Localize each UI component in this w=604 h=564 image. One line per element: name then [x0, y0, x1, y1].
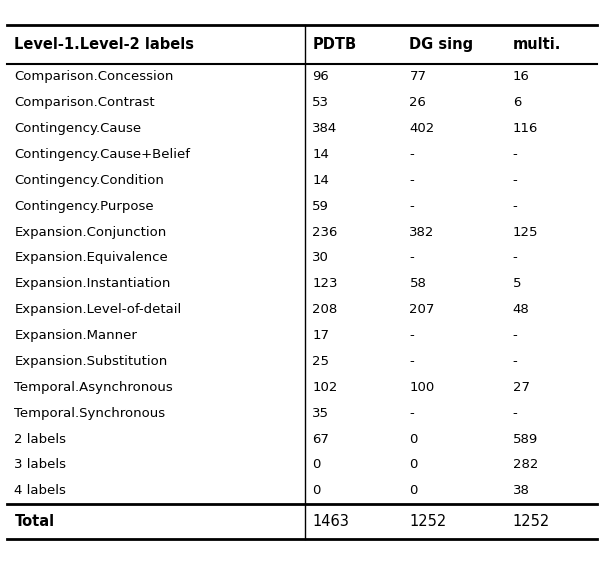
Text: DG sing: DG sing	[410, 37, 474, 52]
Text: 0: 0	[312, 459, 321, 472]
Text: Expansion.Conjunction: Expansion.Conjunction	[14, 226, 167, 239]
Text: multi.: multi.	[513, 37, 561, 52]
Text: 3 labels: 3 labels	[14, 459, 66, 472]
Text: 59: 59	[312, 200, 329, 213]
Text: Contingency.Cause: Contingency.Cause	[14, 122, 141, 135]
Text: -: -	[410, 407, 414, 420]
Text: 2 labels: 2 labels	[14, 433, 66, 446]
Text: Expansion.Level-of-detail: Expansion.Level-of-detail	[14, 303, 182, 316]
Text: Contingency.Purpose: Contingency.Purpose	[14, 200, 154, 213]
Text: 48: 48	[513, 303, 529, 316]
Text: 236: 236	[312, 226, 338, 239]
Text: -: -	[410, 329, 414, 342]
Text: -: -	[410, 355, 414, 368]
Text: 0: 0	[410, 433, 418, 446]
Text: 0: 0	[312, 484, 321, 497]
Text: 1252: 1252	[410, 514, 447, 528]
Text: 384: 384	[312, 122, 338, 135]
Text: 6: 6	[513, 96, 521, 109]
Text: -: -	[410, 252, 414, 265]
Text: 35: 35	[312, 407, 329, 420]
Text: 30: 30	[312, 252, 329, 265]
Text: 14: 14	[312, 148, 329, 161]
Text: -: -	[410, 174, 414, 187]
Text: 4 labels: 4 labels	[14, 484, 66, 497]
Text: Total: Total	[14, 514, 54, 528]
Text: Expansion.Equivalence: Expansion.Equivalence	[14, 252, 169, 265]
Text: 589: 589	[513, 433, 538, 446]
Text: 53: 53	[312, 96, 329, 109]
Text: 77: 77	[410, 70, 426, 83]
Text: 26: 26	[410, 96, 426, 109]
Text: Expansion.Substitution: Expansion.Substitution	[14, 355, 168, 368]
Text: 58: 58	[410, 277, 426, 290]
Text: -: -	[513, 148, 518, 161]
Text: -: -	[513, 174, 518, 187]
Text: 123: 123	[312, 277, 338, 290]
Text: 125: 125	[513, 226, 538, 239]
Text: -: -	[513, 252, 518, 265]
Text: -: -	[513, 329, 518, 342]
Text: -: -	[513, 355, 518, 368]
Text: 38: 38	[513, 484, 530, 497]
Text: Contingency.Condition: Contingency.Condition	[14, 174, 164, 187]
Text: Expansion.Instantiation: Expansion.Instantiation	[14, 277, 171, 290]
Text: Comparison.Contrast: Comparison.Contrast	[14, 96, 155, 109]
Text: 16: 16	[513, 70, 530, 83]
Text: 207: 207	[410, 303, 435, 316]
Text: Temporal.Synchronous: Temporal.Synchronous	[14, 407, 165, 420]
Text: 25: 25	[312, 355, 329, 368]
Text: 67: 67	[312, 433, 329, 446]
Text: 402: 402	[410, 122, 435, 135]
Text: 0: 0	[410, 484, 418, 497]
Text: 100: 100	[410, 381, 435, 394]
Text: 208: 208	[312, 303, 338, 316]
Text: 14: 14	[312, 174, 329, 187]
Text: -: -	[513, 407, 518, 420]
Text: PDTB: PDTB	[312, 37, 356, 52]
Text: Expansion.Manner: Expansion.Manner	[14, 329, 137, 342]
Text: 27: 27	[513, 381, 530, 394]
Text: 0: 0	[410, 459, 418, 472]
Text: 116: 116	[513, 122, 538, 135]
Text: Contingency.Cause+Belief: Contingency.Cause+Belief	[14, 148, 190, 161]
Text: 102: 102	[312, 381, 338, 394]
Text: Comparison.Concession: Comparison.Concession	[14, 70, 174, 83]
Text: 282: 282	[513, 459, 538, 472]
Text: -: -	[513, 200, 518, 213]
Text: 96: 96	[312, 70, 329, 83]
Text: 1463: 1463	[312, 514, 349, 528]
Text: Temporal.Asynchronous: Temporal.Asynchronous	[14, 381, 173, 394]
Text: Level-1.Level-2 labels: Level-1.Level-2 labels	[14, 37, 194, 52]
Text: 382: 382	[410, 226, 435, 239]
Text: -: -	[410, 200, 414, 213]
Text: 5: 5	[513, 277, 521, 290]
Text: -: -	[410, 148, 414, 161]
Text: 1252: 1252	[513, 514, 550, 528]
Text: 17: 17	[312, 329, 329, 342]
